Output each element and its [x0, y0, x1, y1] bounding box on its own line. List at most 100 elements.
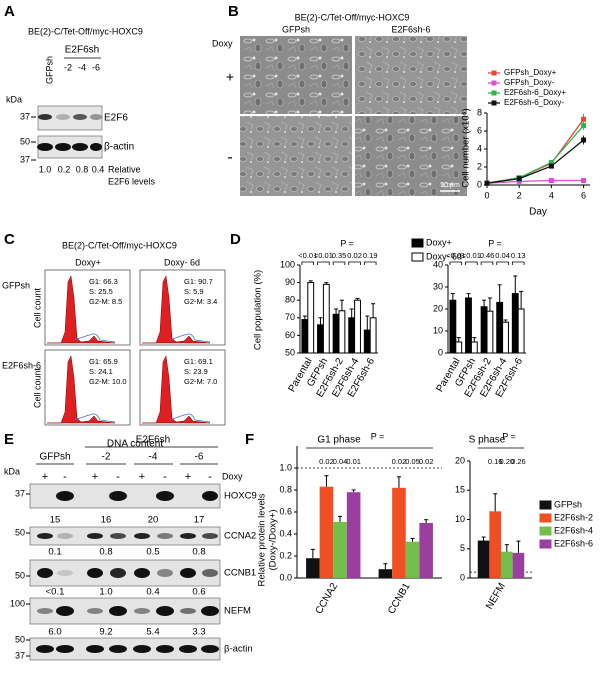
point-marker — [581, 137, 587, 143]
marker-label: 50 — [15, 527, 25, 537]
level-value: 15 — [50, 515, 61, 526]
p-value: 0.26 — [511, 457, 526, 466]
legend-marker — [491, 100, 497, 106]
legend-swatch — [411, 252, 424, 262]
point-marker — [516, 178, 522, 184]
bar — [480, 306, 488, 354]
legend-label: E2F6sh-6 — [554, 538, 593, 548]
level-value: 0.5 — [146, 547, 159, 558]
axis-label: Cell number (x10⁶) — [461, 108, 472, 187]
p-value: 0.20 — [500, 457, 515, 466]
legend-swatch — [411, 238, 424, 248]
x-tick-label: CCNB1 — [386, 581, 413, 616]
lane-label: -2 — [64, 62, 72, 72]
legend-label: E2F6sh-4 — [554, 525, 593, 535]
y-tick-label: 0.6 — [279, 506, 292, 516]
y-tick-label: 0 — [438, 347, 443, 357]
point-marker — [581, 116, 587, 122]
level-value: 20 — [148, 515, 159, 526]
bar — [455, 341, 463, 354]
axis-label: (Doxy-/Doxy+) — [268, 510, 279, 571]
p-bracket — [496, 261, 509, 265]
marker-label: 37 — [20, 154, 30, 164]
point-marker — [581, 178, 587, 183]
y-tick-label: 4 — [477, 143, 482, 153]
lane-label: + — [185, 471, 191, 483]
stat-text: G2-M: 7.0 — [184, 377, 217, 386]
p-value: 0.01 — [346, 457, 361, 466]
axis-label: DNA content — [107, 439, 163, 450]
panel-e-blots — [26, 446, 221, 661]
y-tick-label: 100 — [280, 259, 295, 269]
level-value: 3.3 — [192, 627, 205, 638]
level-label: Relative — [108, 164, 141, 174]
column-label: E2F6sh-6 — [391, 24, 430, 34]
axis-label: Cell population (%) — [253, 270, 264, 350]
legend-label: Doxy- 6d — [426, 251, 462, 261]
bar — [369, 317, 377, 354]
marker-label: 37 — [20, 111, 30, 121]
series-line — [486, 139, 584, 184]
y-tick-label: 10 — [433, 325, 443, 335]
y-tick-label: 6 — [477, 125, 482, 135]
legend-label: E2F6sh-2 — [554, 512, 593, 522]
lane-label: + — [139, 471, 145, 483]
panel-title: BE(2)-C/Tet-Off/myc-HOXC9 — [295, 12, 410, 22]
row-label: + — [226, 69, 234, 85]
level-value: 0.2 — [58, 164, 71, 174]
bar — [465, 297, 472, 354]
level-value: 1.0 — [99, 587, 112, 598]
panel-letter: B — [228, 3, 239, 20]
lane-label: GFPsh — [44, 56, 54, 84]
row-label: GFPsh — [2, 280, 30, 290]
band-label: E2F6 — [104, 113, 128, 124]
bar — [405, 541, 420, 578]
bar — [511, 293, 519, 354]
bar — [348, 317, 356, 354]
column-label: Doxy+ — [75, 257, 101, 267]
group-label: E2F6sh — [65, 45, 99, 56]
legend-marker — [491, 90, 497, 96]
panel-letter: E — [4, 431, 14, 448]
stat-text: S: 5.9 — [184, 287, 204, 296]
y-tick-label: 80 — [285, 295, 295, 305]
level-value: 1.0 — [39, 164, 52, 174]
axis-label: S phase — [469, 435, 506, 446]
level-value: 6.0 — [48, 627, 61, 638]
stat-text: G2-M: 3.4 — [184, 297, 217, 306]
legend-swatch — [539, 526, 552, 536]
y-tick-label: 0 — [477, 179, 482, 189]
y-tick-label: 20 — [455, 455, 465, 465]
band-label: HOXC9 — [224, 491, 257, 502]
bar — [363, 329, 371, 354]
bar — [512, 552, 525, 578]
bar — [517, 308, 525, 354]
point-marker — [484, 180, 490, 186]
stat-text: G2-M: 8.5 — [89, 297, 122, 306]
band-label: NEFM — [224, 606, 251, 617]
level-value: 0.8 — [192, 547, 205, 558]
level-value: 5.4 — [146, 627, 159, 638]
x-tick-label: 4 — [549, 190, 554, 200]
p-bracket — [363, 261, 377, 265]
row-label: - — [227, 149, 232, 166]
level-value: <0.1 — [46, 587, 65, 598]
lane-label: - — [116, 471, 120, 483]
y-tick-label: 60 — [285, 330, 295, 340]
y-tick-label: 2 — [477, 161, 482, 171]
bar — [301, 319, 309, 354]
bar — [502, 321, 509, 354]
p-value: 0.19 — [363, 251, 378, 260]
level-value: 0.1 — [48, 547, 61, 558]
y-tick-label: 10 — [455, 514, 465, 524]
panel-title: BE(2)-C/Tet-Off/myc-HOXC9 — [28, 26, 143, 36]
bar — [322, 283, 330, 354]
y-tick-label: 15 — [455, 485, 465, 495]
lane-label: + — [92, 471, 98, 483]
marker-label: 37 — [15, 650, 25, 660]
stat-text: S: 23.9 — [184, 367, 208, 376]
group-label: E2F6sh — [136, 435, 170, 446]
p-bracket — [317, 261, 330, 265]
